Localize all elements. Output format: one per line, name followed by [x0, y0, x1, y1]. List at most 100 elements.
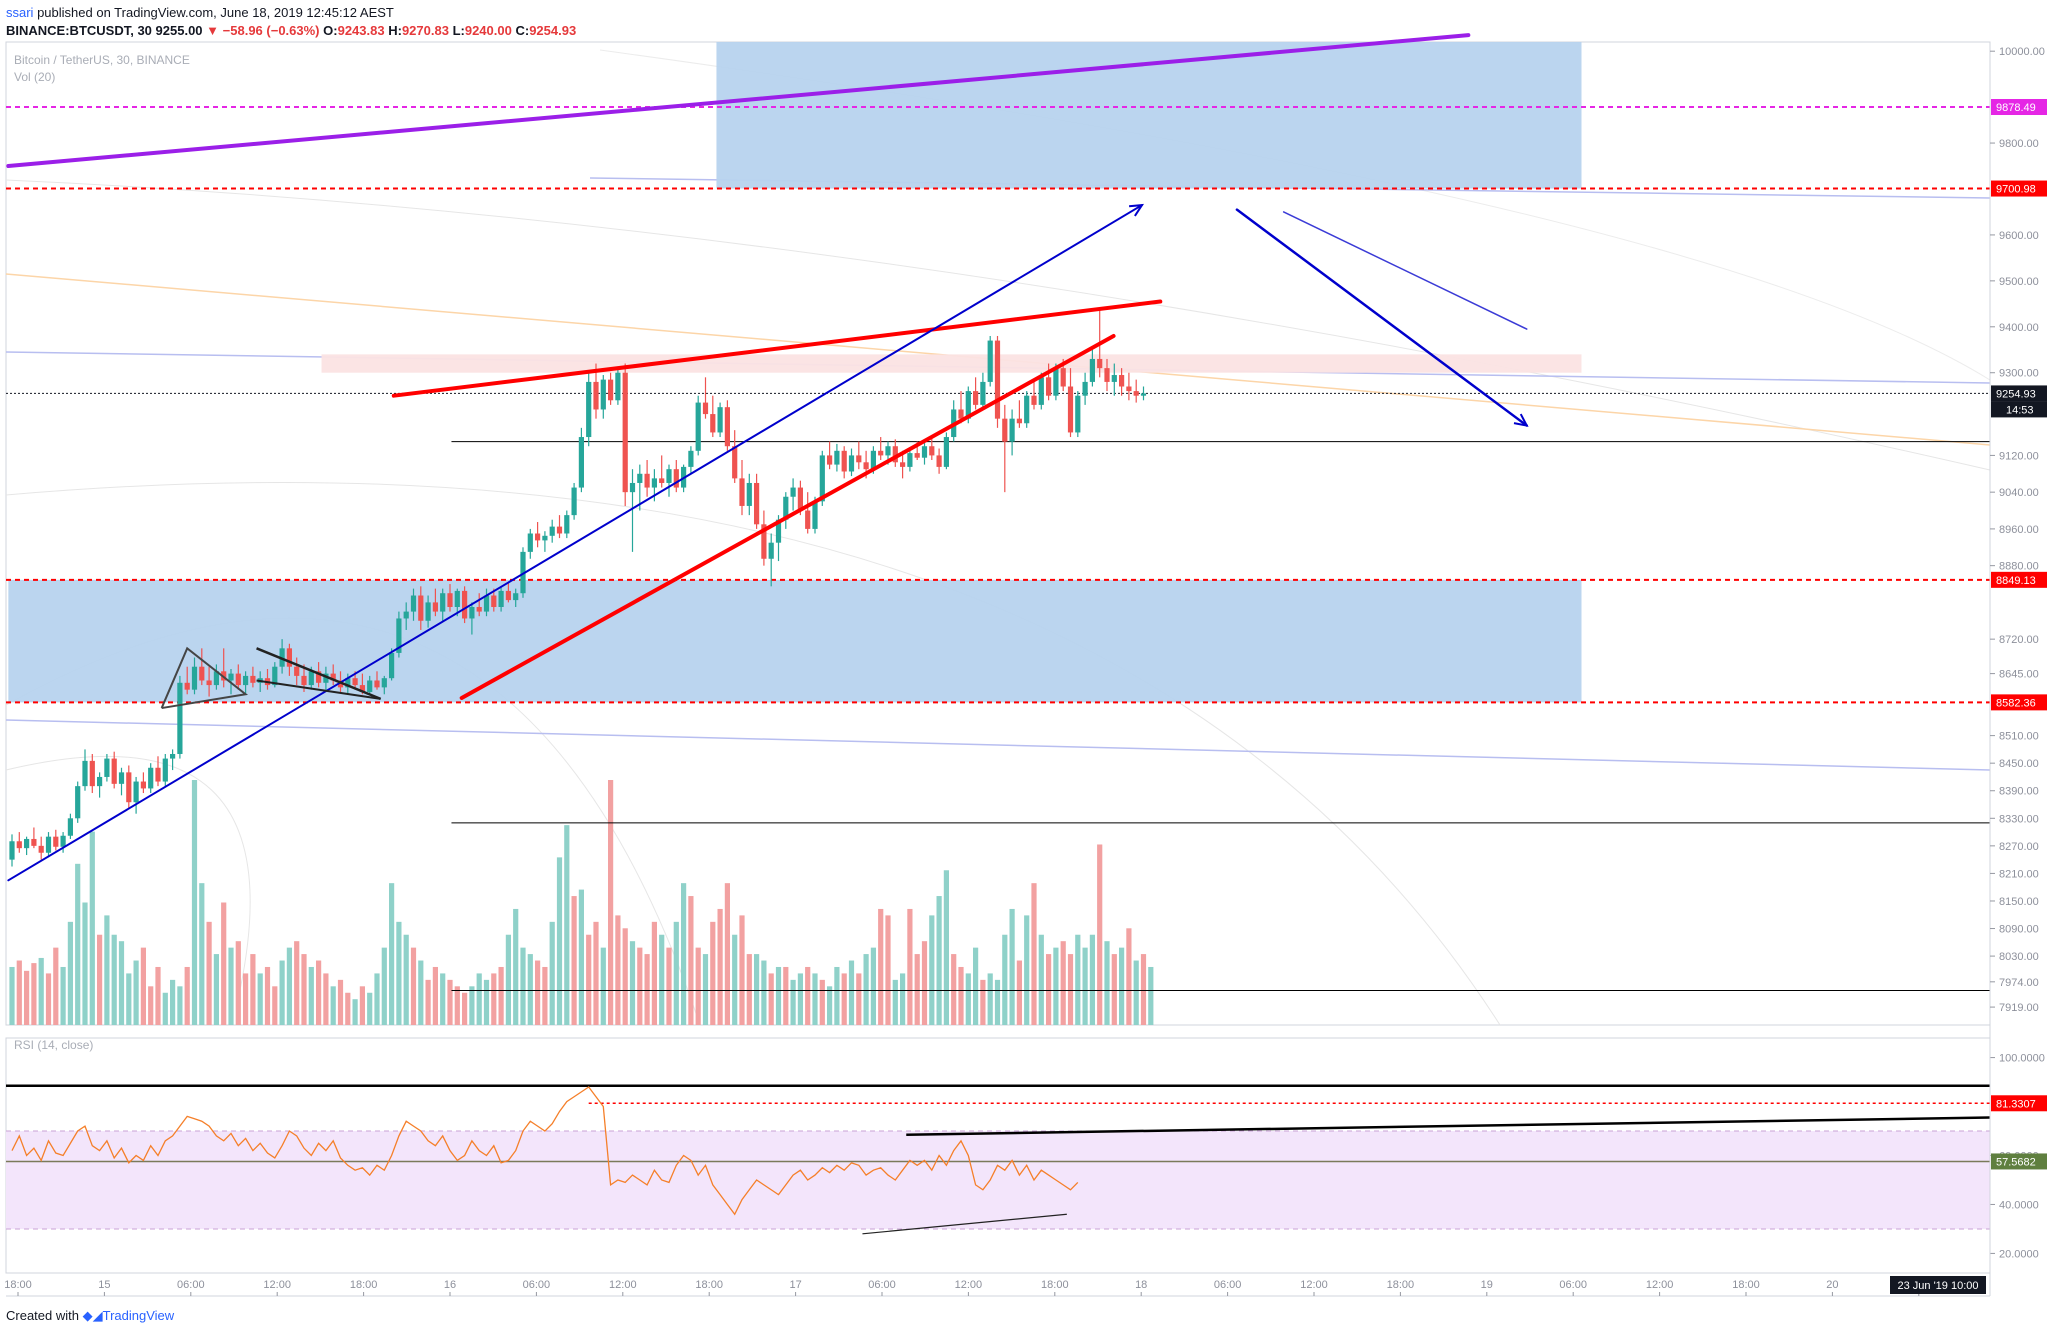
- tradingview-brand[interactable]: TradingView: [102, 1308, 175, 1323]
- volume-bar: [637, 947, 643, 1025]
- author-name[interactable]: ssari: [6, 5, 34, 20]
- purple-trendline: [6, 33, 1471, 169]
- price-tick-label: 9600.00: [1999, 230, 2039, 242]
- candle-body: [345, 678, 351, 688]
- volume-bar: [556, 857, 563, 1025]
- last-price: 9255.00: [155, 23, 203, 38]
- volume-bar: [38, 957, 44, 1025]
- volume-bar: [929, 915, 935, 1025]
- price-tick-label: 8880.00: [1999, 561, 2039, 573]
- price-change: −58.96 (−0.63%): [222, 23, 320, 38]
- volume-bar: [308, 966, 314, 1025]
- candle-body: [31, 838, 37, 846]
- candle-body: [111, 758, 117, 784]
- candle-body: [768, 542, 774, 559]
- volume-bar: [666, 947, 672, 1025]
- candle-body: [243, 675, 249, 686]
- candle-body: [644, 473, 650, 488]
- tradingview-logo-icon[interactable]: ◆◢: [82, 1308, 103, 1323]
- volume-bar: [564, 825, 570, 1025]
- series-legend: Bitcoin / TetherUS, 30, BINANCE: [14, 53, 190, 67]
- volume-bar: [900, 973, 906, 1025]
- volume-bar: [863, 954, 869, 1025]
- time-tick-label: 18: [1135, 1279, 1147, 1291]
- time-tick-label: 15: [98, 1279, 110, 1291]
- price-tick-label: 9400.00: [1999, 322, 2039, 334]
- created-with-label: Created with: [6, 1308, 79, 1323]
- candle-body: [286, 648, 292, 667]
- candle-body: [359, 685, 365, 692]
- volume-bar: [549, 921, 555, 1025]
- volume-bar: [359, 986, 365, 1025]
- volume-bar: [1133, 960, 1139, 1025]
- candle-body: [184, 682, 190, 690]
- volume-bar: [695, 947, 701, 1025]
- symbol-label: BINANCE:BTCUSDT, 30: [6, 23, 152, 38]
- time-tick-label: 18:00: [1387, 1279, 1415, 1291]
- price-tick-label: 8720.00: [1999, 634, 2039, 646]
- time-tick-label: 18:00: [695, 1279, 723, 1291]
- candle-body: [542, 535, 548, 541]
- candle-body: [191, 666, 198, 690]
- candle-body: [148, 767, 154, 789]
- candle-body: [374, 680, 380, 688]
- price-badge-label: 8582.36: [1996, 697, 2036, 709]
- volume-bar: [389, 883, 395, 1025]
- volume-bar: [936, 896, 942, 1025]
- time-tick-label: 20: [1826, 1279, 1838, 1291]
- rsi-line: [11, 1086, 1079, 1216]
- price-tick-label: 8450.00: [1999, 758, 2039, 770]
- candle-body: [797, 487, 803, 511]
- volume-bar: [111, 934, 117, 1025]
- candle-body: [60, 835, 66, 847]
- volume-bar: [1097, 844, 1103, 1025]
- high-label: H:: [388, 23, 402, 38]
- candle-body: [1082, 381, 1088, 396]
- close-label: C:: [515, 23, 530, 38]
- volume-bar: [965, 973, 971, 1025]
- candle-body: [695, 402, 701, 451]
- volume-bar: [1140, 954, 1147, 1025]
- candle-body: [16, 841, 22, 849]
- volume-bar: [1016, 960, 1022, 1025]
- price-tick-label: 7974.00: [1999, 977, 2039, 989]
- candle-body: [476, 606, 482, 612]
- candle-body: [1067, 386, 1074, 433]
- rising-channel-line: [7, 204, 1144, 882]
- ohlc-legend: BINANCE:BTCUSDT, 30 9255.00 ▼ −58.96 (−0…: [6, 22, 576, 39]
- volume-bar: [418, 960, 424, 1025]
- candle-body: [447, 593, 453, 607]
- volume-bar: [396, 921, 402, 1025]
- volume-bar: [994, 979, 1001, 1025]
- candle-body: [600, 379, 606, 410]
- triangle-pattern: [160, 646, 249, 710]
- volume-bar: [702, 954, 709, 1025]
- candle-body: [1031, 395, 1037, 405]
- candle-body: [454, 590, 460, 607]
- price-tick-label: 8960.00: [1999, 524, 2039, 536]
- publish-header: ssari published on TradingView.com, June…: [6, 4, 394, 21]
- volume-bar: [425, 979, 431, 1025]
- volume-bar: [294, 941, 300, 1025]
- candle-body: [272, 666, 278, 686]
- volume-bar: [629, 941, 636, 1025]
- price-badge: [1991, 99, 2047, 116]
- volume-bar: [783, 966, 789, 1025]
- candle-body: [294, 666, 300, 676]
- wedge-pattern-line: [256, 647, 382, 701]
- candle-body: [790, 487, 796, 497]
- candle-body: [527, 533, 533, 552]
- support-trendline: [459, 333, 1116, 700]
- candle-body: [9, 841, 15, 860]
- volume-bar: [615, 915, 621, 1025]
- volume-bar: [469, 986, 475, 1025]
- volume-bar: [498, 966, 504, 1025]
- candle-body: [1024, 395, 1030, 424]
- volume-bar: [250, 954, 256, 1025]
- volume-bar: [805, 966, 811, 1025]
- volume-bar: [491, 973, 497, 1025]
- candle-body: [425, 602, 431, 621]
- candle-body: [856, 455, 862, 463]
- volume-bar: [206, 921, 212, 1025]
